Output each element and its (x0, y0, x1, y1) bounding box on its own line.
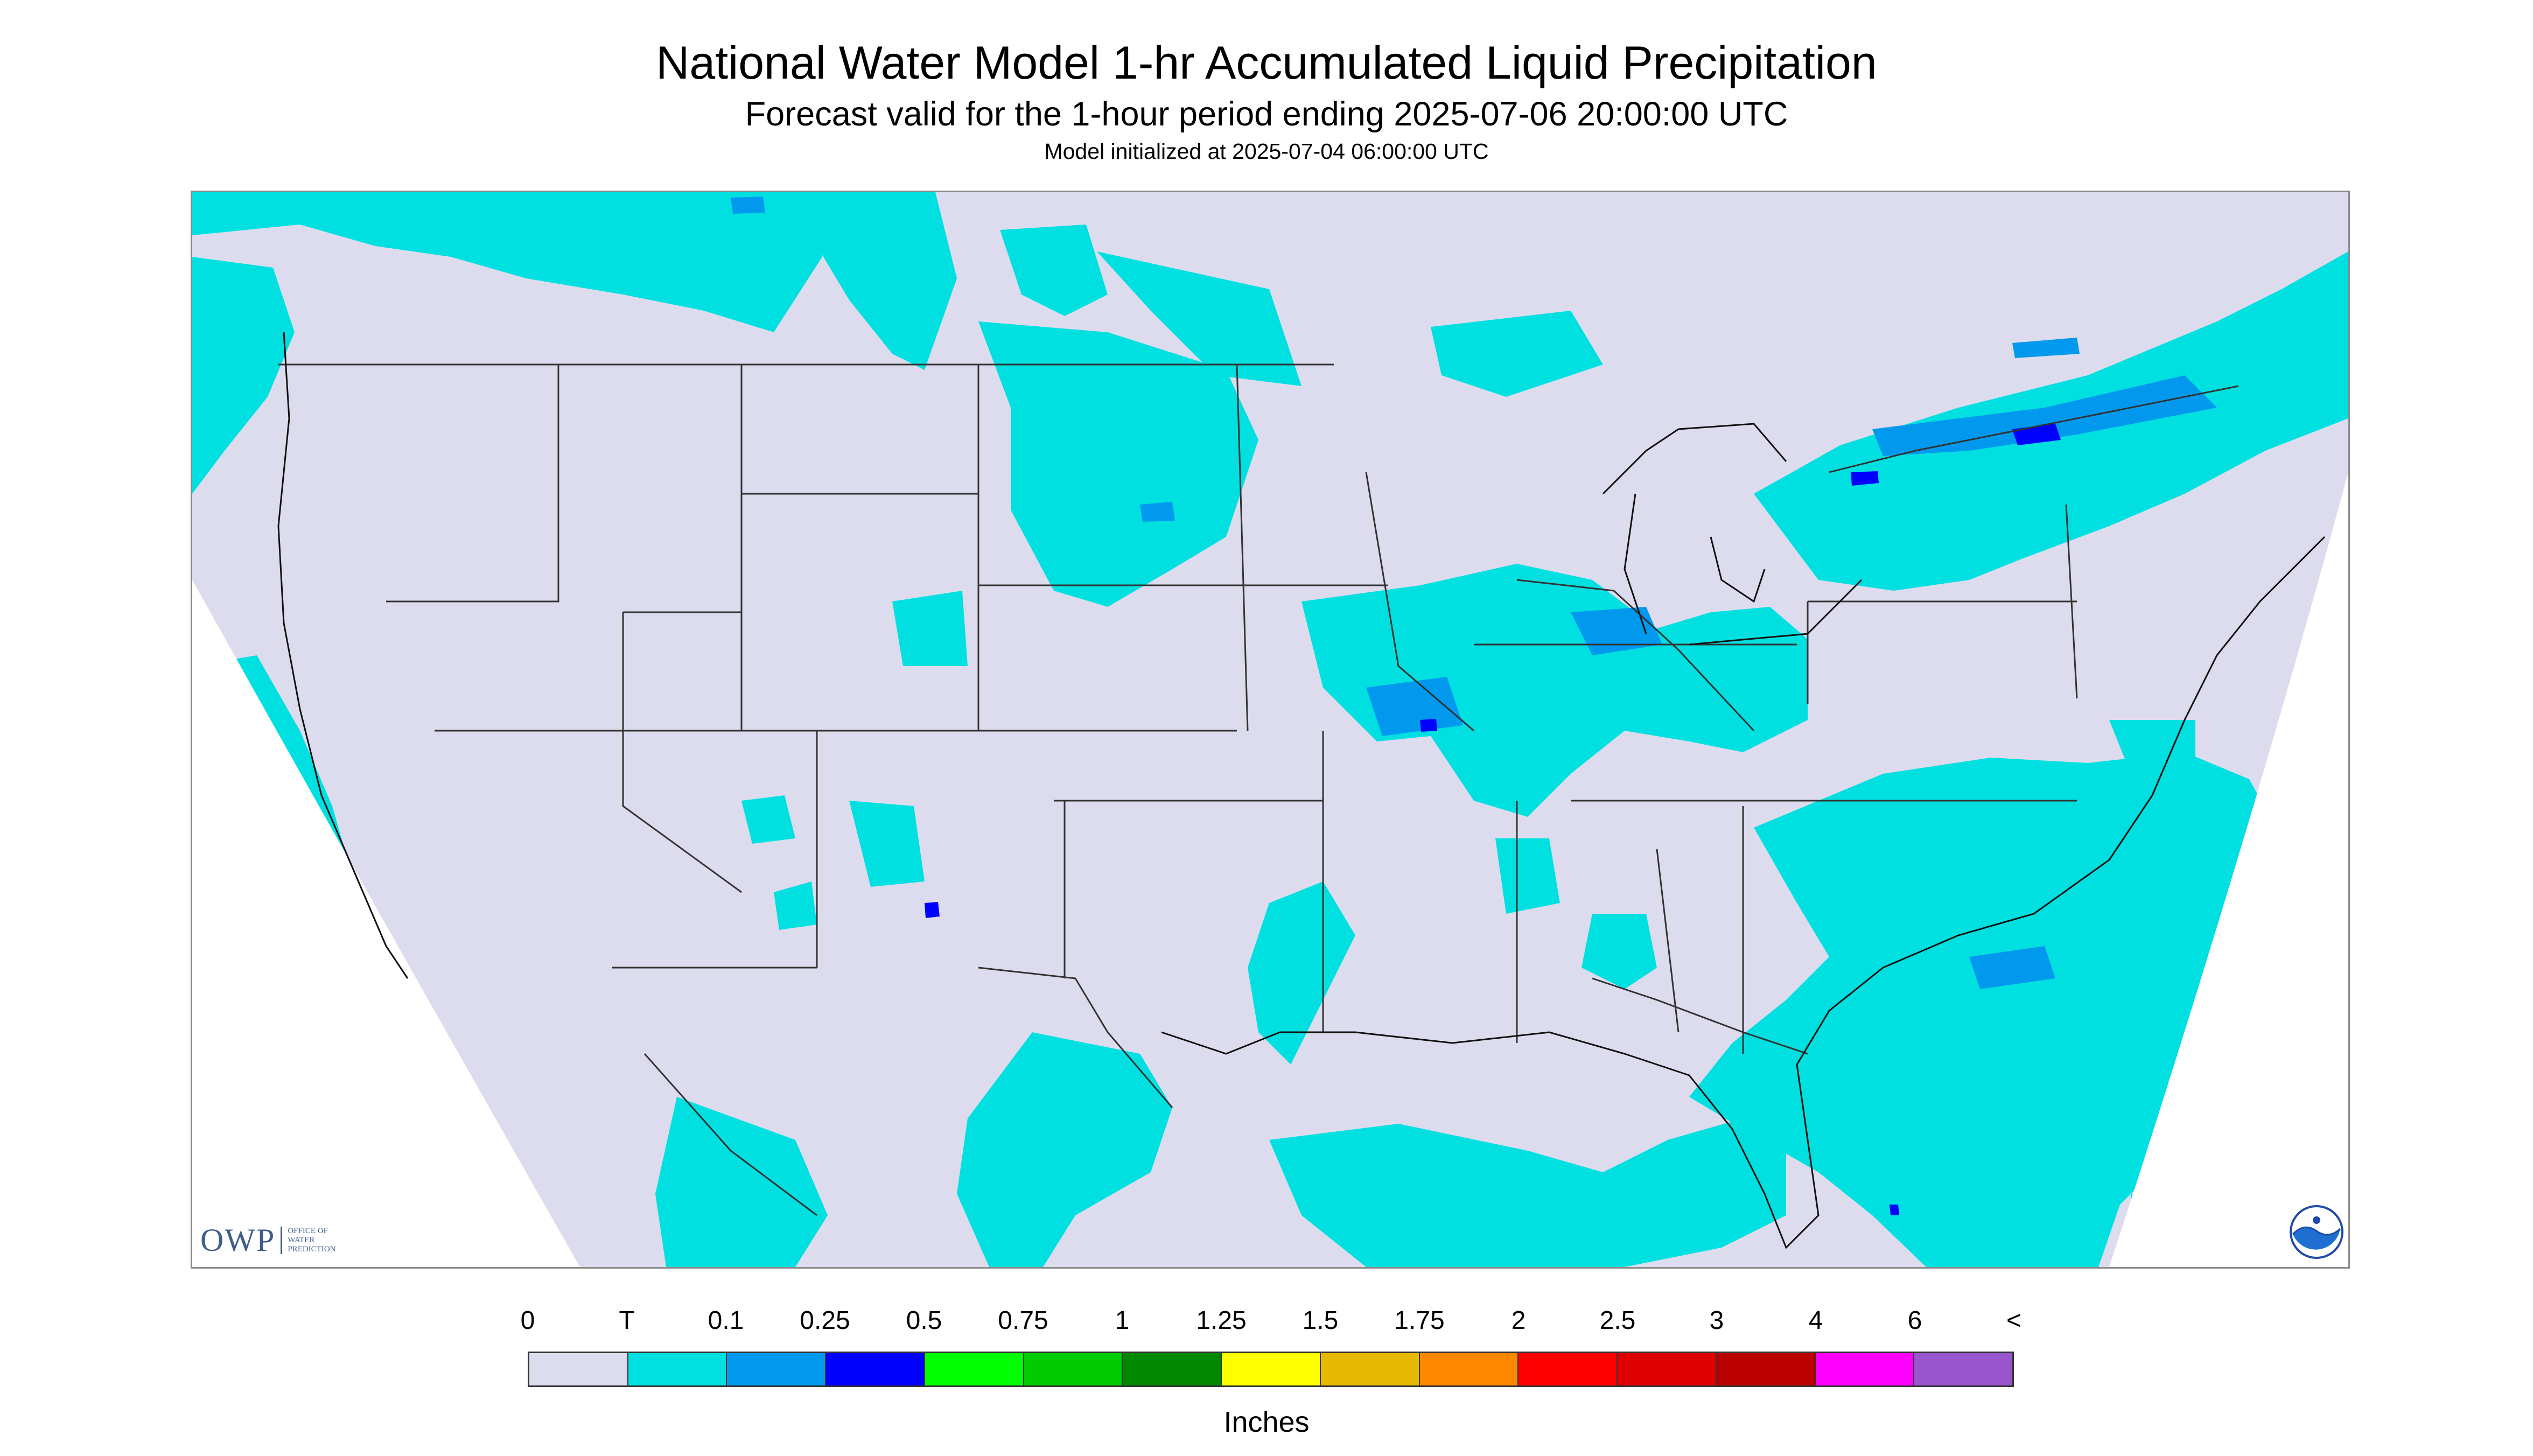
colorbar-label: 0 (520, 1306, 535, 1335)
colorbar (528, 1352, 2014, 1387)
colorbar-cell (1519, 1353, 1618, 1385)
boundary-lines (278, 363, 2239, 1216)
model-init-text: Model initialized at 2025-07-04 06:00:00… (1044, 139, 1489, 164)
outside-domain-right (2109, 472, 2348, 1267)
precip-light-areas (731, 197, 2217, 989)
colorbar-labels: 0 T 0.1 0.25 0.5 0.75 1 1.25 1.5 1.75 2 … (0, 1306, 2533, 1343)
colorbar-label: 6 (1907, 1306, 1922, 1335)
colorbar-cell (1815, 1353, 1915, 1385)
precip-trace-areas (192, 192, 2348, 1267)
outside-domain-left (192, 580, 580, 1267)
colorbar-cell (826, 1353, 925, 1385)
colorbar-cell (1618, 1353, 1717, 1385)
colorbar-label: T (619, 1306, 635, 1335)
colorbar-cell (925, 1353, 1024, 1385)
colorbar-cell (628, 1353, 727, 1385)
colorbar-label: 1.25 (1196, 1306, 1247, 1335)
colorbar-label: 1 (1115, 1306, 1130, 1335)
colorbar-label: 0.1 (708, 1306, 744, 1335)
colorbar-label: 2.5 (1599, 1306, 1636, 1335)
colorbar-cell (1024, 1353, 1123, 1385)
colorbar-label: 0.75 (998, 1306, 1048, 1335)
colorbar-label: 1.5 (1302, 1306, 1339, 1335)
noaa-logo-icon (2290, 1205, 2343, 1259)
colorbar-label: < (2006, 1306, 2022, 1335)
colorbar-units: Inches (1223, 1406, 1310, 1438)
chart-title: National Water Model 1-hr Accumulated Li… (656, 37, 1877, 89)
owp-logo-text: OWP (200, 1222, 276, 1258)
map-canvas (192, 192, 2348, 1267)
coastline-lines (277, 332, 2326, 1249)
precipitation-map (191, 191, 2350, 1269)
owp-logo: OWP OFFICE OF WATER PREDICTION (200, 1222, 347, 1258)
forecast-valid-subtitle: Forecast valid for the 1-hour period end… (745, 95, 1788, 133)
colorbar-label: 4 (1808, 1306, 1823, 1335)
colorbar-cell (1123, 1353, 1222, 1385)
owp-logo-subtext: OFFICE OF WATER PREDICTION (281, 1226, 347, 1254)
colorbar-cell (727, 1353, 827, 1385)
colorbar-label: 0.25 (800, 1306, 850, 1335)
colorbar-label: 3 (1709, 1306, 1724, 1335)
colorbar-cell (1419, 1353, 1519, 1385)
colorbar-label: 2 (1511, 1306, 1526, 1335)
colorbar-cell (1716, 1353, 1816, 1385)
colorbar-cell (1320, 1353, 1420, 1385)
colorbar-label: 0.5 (906, 1306, 942, 1335)
colorbar-cell (1914, 1353, 2013, 1385)
colorbar-cell (1222, 1353, 1321, 1385)
colorbar-cell (529, 1353, 628, 1385)
colorbar-label: 1.75 (1394, 1306, 1445, 1335)
